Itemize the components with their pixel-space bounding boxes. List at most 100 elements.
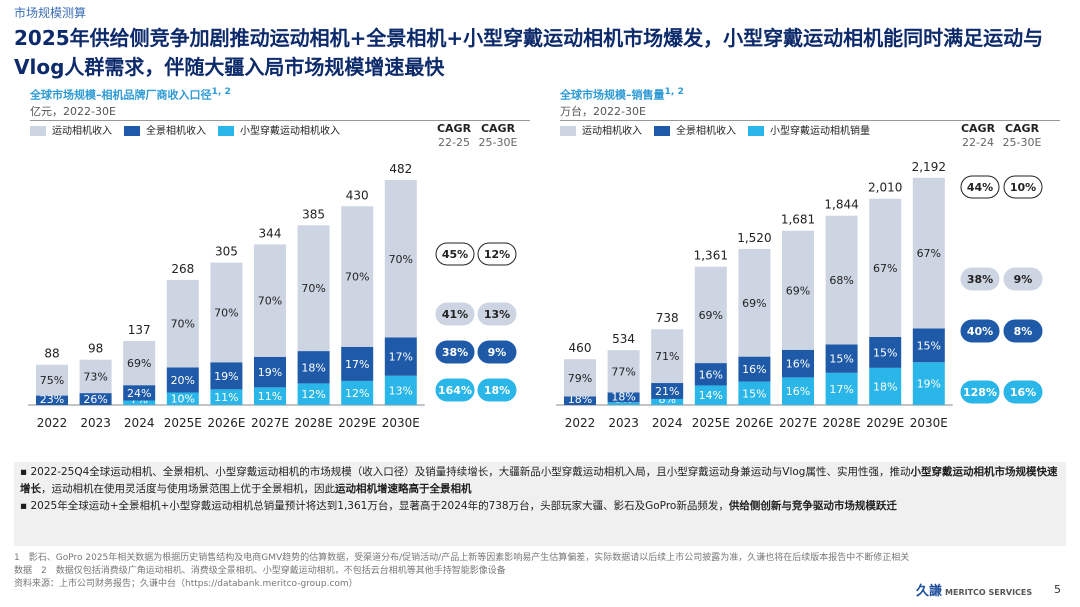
bar-segment: [36, 395, 68, 405]
bar-segment: [297, 351, 330, 384]
total-value-label: 1,520: [737, 231, 771, 245]
segment-percent-label: 19%: [258, 366, 282, 379]
total-value-label: 738: [656, 311, 679, 325]
note-item: ▪ 2025年全球运动+全景相机+小型穿戴运动相机总销量预计将达到1,361万台…: [20, 500, 897, 512]
cagr-value: 41%: [442, 308, 468, 321]
cagr-pill: [1003, 319, 1043, 343]
segment-percent-label: 68%: [829, 274, 853, 287]
segment-percent-label: 11%: [214, 391, 238, 404]
bar-segment: [254, 387, 286, 405]
segment-percent-label: 67%: [917, 247, 941, 260]
footnotes: 1 影石、GoPro 2025年相关数据为根据历史销售结构及电商GMV趋势的估算…: [14, 552, 914, 591]
left-chart-unit: 亿元，2022-30E: [30, 103, 530, 121]
x-tick-label: 2030E: [382, 416, 420, 430]
total-value-label: 482: [389, 162, 412, 176]
bar-segment: [869, 336, 902, 368]
bar-segment: [738, 356, 771, 382]
bar-segment: [384, 180, 417, 338]
bar-segment: [79, 393, 112, 405]
segment-percent-label: 17%: [345, 358, 369, 371]
x-tick-label: 2029E: [338, 416, 376, 430]
cagr-pill: [435, 340, 475, 364]
x-tick-label: 2028E: [295, 416, 333, 430]
bar-segment: [912, 362, 945, 405]
right-cagr-header-2: CAGR 25-30E: [1002, 122, 1042, 149]
x-tick-label: 2027E: [779, 416, 817, 430]
segment-percent-label: 24%: [127, 387, 151, 400]
bar-segment: [607, 350, 640, 393]
x-tick-label: 2025E: [164, 416, 202, 430]
x-tick-label: 2023: [608, 416, 639, 430]
segment-percent-label: 15%: [917, 339, 941, 352]
bar-segment: [210, 389, 243, 405]
bar-segment: [166, 367, 199, 393]
segment-percent-label: 16%: [786, 358, 810, 371]
cagr-pill: [435, 302, 475, 326]
segment-percent-label: 15%: [742, 387, 766, 400]
x-tick-label: 2026E: [735, 416, 773, 430]
bar-segment: [341, 380, 374, 405]
cagr-value: 12%: [484, 248, 510, 261]
bar-segment: [36, 364, 68, 396]
bar-segment: [825, 372, 858, 405]
cagr-pill: [435, 242, 475, 266]
left-cagr-header-2: CAGR 25-30E: [478, 122, 518, 149]
cagr-pill: [477, 378, 517, 402]
total-value-label: 2,192: [912, 160, 946, 174]
bar-segment: [825, 344, 858, 373]
bar-segment: [607, 402, 640, 405]
bar-segment: [166, 279, 199, 368]
segment-percent-label: 79%: [568, 372, 592, 385]
segment-percent-label: 12%: [301, 388, 325, 401]
segment-percent-label: 26%: [83, 393, 107, 406]
bar-segment: [254, 356, 286, 388]
bar-segment: [384, 375, 417, 405]
total-value-label: 534: [612, 332, 635, 346]
bar-segment: [869, 367, 902, 405]
note-item: ▪ 2022-25Q4全球运动相机、全景相机、小型穿戴运动相机的市场规模（收入口…: [20, 466, 1058, 495]
bar-segment: [738, 248, 771, 357]
section-tag: 市场规模测算: [14, 6, 87, 20]
left-cagr-header-1: CAGR 22-25: [436, 122, 472, 149]
total-value-label: 1,681: [781, 213, 815, 227]
bar-segment: [607, 392, 640, 403]
segment-percent-label: 14%: [699, 389, 723, 402]
x-tick-label: 2022: [565, 416, 596, 430]
segment-percent-label: 18%: [301, 361, 325, 374]
total-value-label: 137: [128, 323, 151, 337]
legend-item: 运动相机收入: [560, 122, 642, 137]
bar-segment: [384, 337, 417, 376]
total-value-label: 1,361: [694, 249, 728, 263]
cagr-value: 8%: [1014, 325, 1033, 338]
total-value-label: 1,844: [824, 198, 858, 212]
bar-segment: [869, 198, 902, 337]
bar-segment: [564, 396, 596, 405]
x-tick-label: 2029E: [866, 416, 904, 430]
segment-percent-label: 77%: [611, 365, 635, 378]
cagr-pill: [477, 302, 517, 326]
bar-segment: [912, 328, 945, 363]
total-value-label: 305: [215, 245, 238, 259]
bar-segment: [210, 262, 243, 363]
legend-item: 小型穿戴运动相机收入: [218, 122, 340, 137]
right-chart-title: 全球市场规模–销售量1, 2: [560, 86, 684, 102]
segment-percent-label: 23%: [40, 393, 64, 406]
segment-percent-label: 16%: [742, 363, 766, 376]
x-tick-label: 2025E: [692, 416, 730, 430]
segment-percent-label: 69%: [699, 309, 723, 322]
segment-percent-label: 16%: [786, 385, 810, 398]
x-tick-label: 2030E: [910, 416, 948, 430]
cagr-value: 164%: [438, 384, 472, 397]
bar-segment: [564, 359, 596, 397]
x-tick-label: 2023: [80, 416, 111, 430]
segment-percent-label: 18%: [873, 380, 897, 393]
segment-percent-label: 19%: [917, 378, 941, 391]
bar-segment: [297, 225, 330, 352]
notes-box: ▪ 2022-25Q4全球运动相机、全景相机、小型穿戴运动相机的市场规模（收入口…: [14, 462, 1066, 546]
segment-percent-label: 69%: [127, 357, 151, 370]
cagr-value: 40%: [967, 325, 993, 338]
cagr-value: 16%: [1010, 386, 1036, 399]
bar-segment: [123, 385, 156, 401]
segment-percent-label: 13%: [389, 384, 413, 397]
total-value-label: 344: [259, 226, 282, 240]
